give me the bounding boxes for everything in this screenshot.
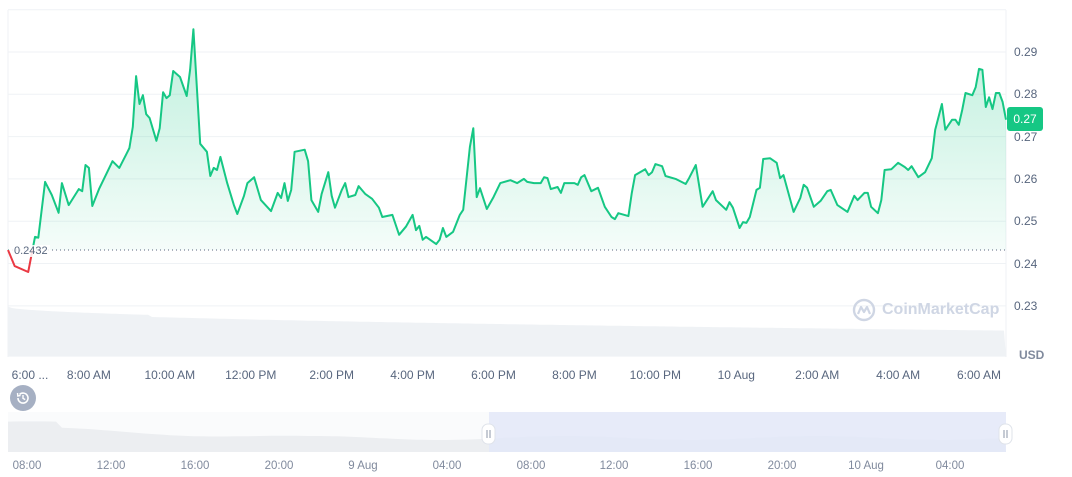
coinmarketcap-logo-icon: [852, 298, 876, 322]
navigator-selection[interactable]: [489, 412, 1006, 452]
navigator-tick-label: 16:00: [683, 460, 713, 472]
x-tick-label: 10:00 PM: [629, 368, 682, 382]
navigator-tick-label: 16:00: [180, 460, 210, 472]
watermark-text: CoinMarketCap: [882, 301, 1000, 318]
history-clock-icon: [16, 392, 29, 404]
navigator-tick-label: 08:00: [516, 460, 546, 472]
navigator-tick-label: 08:00: [12, 460, 42, 472]
navigator-tick-label: 12:00: [599, 460, 629, 472]
y-tick-label: 0.26: [1014, 171, 1038, 186]
x-tick-label: 6:00 ...: [11, 368, 49, 382]
x-tick-label: 8:00 AM: [66, 368, 111, 382]
navigator-tick-label: 20:00: [767, 460, 797, 472]
navigator-handle-right[interactable]: [998, 423, 1013, 445]
x-tick-label: 4:00 PM: [390, 368, 435, 382]
y-tick-label: 0.28: [1014, 87, 1038, 102]
navigator-tick-label: 04:00: [935, 460, 965, 472]
navigator-tick-label: 04:00: [432, 460, 462, 472]
y-tick-label: 0.27: [1014, 129, 1038, 144]
x-tick-label: 2:00 PM: [309, 368, 355, 382]
price-line-up: [8, 28, 1007, 250]
history-button[interactable]: [10, 385, 36, 411]
x-tick-label: 2:00 AM: [795, 368, 840, 382]
y-tick-label: 0.29: [1014, 45, 1038, 59]
navigator-tick-label: 10 Aug: [848, 460, 884, 472]
volume-area: [8, 306, 1006, 357]
price-area-fill: [32, 29, 1006, 250]
x-tick-label: 4:00 AM: [876, 368, 921, 382]
navigator-tick-label: 9 Aug: [348, 460, 378, 472]
x-tick-label: 6:00 PM: [471, 368, 516, 382]
current-price-badge: 0.27: [1007, 107, 1043, 131]
x-tick-label: 10:00 AM: [144, 368, 196, 382]
x-tick-label: 8:00 PM: [552, 368, 597, 382]
navigator-tick-label: 20:00: [264, 460, 294, 472]
y-tick-label: 0.23: [1014, 298, 1038, 313]
currency-label: USD: [1019, 348, 1045, 362]
x-tick-label: 6:00 AM: [957, 368, 1002, 382]
navigator-tick-label: 12:00: [96, 460, 126, 472]
baseline-label: 0.2432: [12, 245, 50, 257]
navigator-handle-left[interactable]: [481, 423, 496, 445]
y-tick-label: 0.25: [1014, 214, 1038, 229]
y-tick-label: 0.24: [1014, 256, 1038, 271]
x-tick-label: 10 Aug: [717, 368, 755, 382]
x-tick-label: 12:00 PM: [225, 368, 277, 382]
watermark: CoinMarketCap: [852, 298, 999, 322]
